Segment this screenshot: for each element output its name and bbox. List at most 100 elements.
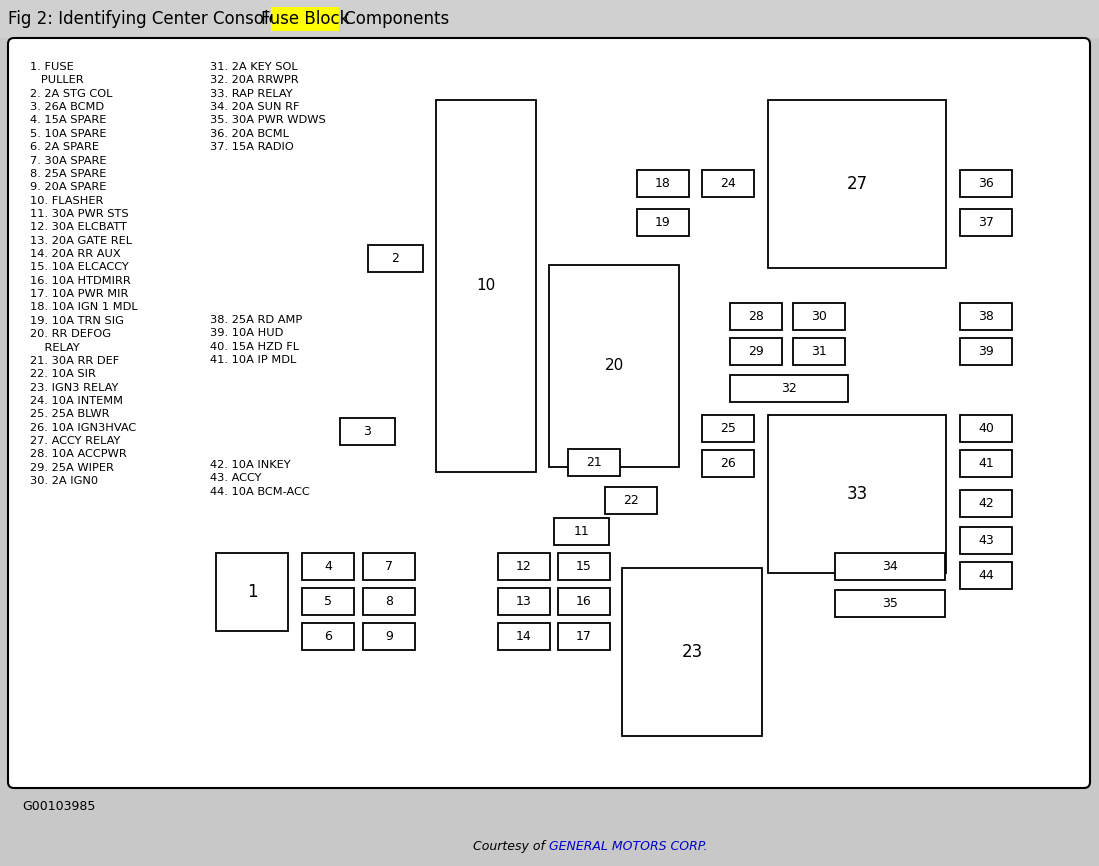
- Bar: [961, 450, 1012, 477]
- Bar: [702, 415, 754, 442]
- Bar: [606, 487, 657, 514]
- Text: 7: 7: [385, 560, 393, 573]
- Text: 33: 33: [846, 485, 867, 503]
- Bar: [558, 623, 610, 650]
- Text: Components: Components: [338, 10, 449, 28]
- Text: Fig 2: Identifying Center Console: Fig 2: Identifying Center Console: [8, 10, 285, 28]
- Text: 28: 28: [748, 310, 764, 323]
- Bar: [961, 209, 1012, 236]
- Bar: [568, 449, 620, 476]
- Bar: [622, 568, 762, 736]
- Text: 11: 11: [574, 525, 589, 538]
- Text: 31. 2A KEY SOL
32. 20A RRWPR
33. RAP RELAY
34. 20A SUN RF
35. 30A PWR WDWS
36. 2: 31. 2A KEY SOL 32. 20A RRWPR 33. RAP REL…: [210, 62, 325, 152]
- Text: 4: 4: [324, 560, 332, 573]
- Bar: [768, 100, 946, 268]
- Text: 30: 30: [811, 310, 826, 323]
- Text: 14: 14: [517, 630, 532, 643]
- Bar: [702, 450, 754, 477]
- Bar: [730, 338, 782, 365]
- Text: 15: 15: [576, 560, 592, 573]
- Bar: [835, 553, 945, 580]
- Bar: [961, 490, 1012, 517]
- Text: 2: 2: [391, 252, 399, 265]
- Text: 27: 27: [846, 175, 867, 193]
- Text: 1. FUSE
   PULLER
2. 2A STG COL
3. 26A BCMD
4. 15A SPARE
5. 10A SPARE
6. 2A SPAR: 1. FUSE PULLER 2. 2A STG COL 3. 26A BCMD…: [30, 62, 137, 486]
- Bar: [302, 553, 354, 580]
- Text: 34: 34: [882, 560, 898, 573]
- Bar: [340, 418, 395, 445]
- Bar: [961, 338, 1012, 365]
- Text: Fuse Block: Fuse Block: [260, 10, 349, 28]
- Text: 6: 6: [324, 630, 332, 643]
- Bar: [637, 209, 689, 236]
- Text: 13: 13: [517, 595, 532, 608]
- Text: 26: 26: [720, 457, 736, 470]
- Text: 9: 9: [385, 630, 393, 643]
- Bar: [0, 0, 1099, 38]
- Text: G00103985: G00103985: [22, 800, 96, 813]
- Bar: [835, 590, 945, 617]
- Bar: [702, 170, 754, 197]
- Text: 5: 5: [324, 595, 332, 608]
- FancyBboxPatch shape: [8, 38, 1090, 788]
- Bar: [550, 265, 679, 467]
- Bar: [498, 623, 550, 650]
- Text: 25: 25: [720, 422, 736, 435]
- Text: 42. 10A INKEY
43. ACCY
44. 10A BCM-ACC: 42. 10A INKEY 43. ACCY 44. 10A BCM-ACC: [210, 460, 310, 497]
- Text: 22: 22: [623, 494, 639, 507]
- Text: 41: 41: [978, 457, 993, 470]
- Bar: [302, 588, 354, 615]
- Text: 42: 42: [978, 497, 993, 510]
- Bar: [558, 588, 610, 615]
- Bar: [730, 303, 782, 330]
- Text: 24: 24: [720, 177, 736, 190]
- Bar: [217, 553, 288, 631]
- Bar: [961, 527, 1012, 554]
- Bar: [363, 623, 415, 650]
- Bar: [558, 553, 610, 580]
- Text: 35: 35: [882, 597, 898, 610]
- Bar: [961, 562, 1012, 589]
- Bar: [793, 338, 845, 365]
- Text: 20: 20: [604, 359, 623, 373]
- Text: 36: 36: [978, 177, 993, 190]
- Bar: [302, 623, 354, 650]
- Text: 31: 31: [811, 345, 826, 358]
- Bar: [730, 375, 848, 402]
- Text: 37: 37: [978, 216, 993, 229]
- Text: 38. 25A RD AMP
39. 10A HUD
40. 15A HZD FL
41. 10A IP MDL: 38. 25A RD AMP 39. 10A HUD 40. 15A HZD F…: [210, 315, 302, 365]
- Text: 23: 23: [681, 643, 702, 661]
- Text: 17: 17: [576, 630, 592, 643]
- Bar: [961, 303, 1012, 330]
- Text: 10: 10: [476, 279, 496, 294]
- Text: Courtesy of: Courtesy of: [474, 840, 550, 853]
- Text: 21: 21: [586, 456, 602, 469]
- Bar: [554, 518, 609, 545]
- Bar: [368, 245, 423, 272]
- Text: 1: 1: [246, 583, 257, 601]
- Bar: [436, 100, 536, 472]
- Bar: [961, 170, 1012, 197]
- Bar: [363, 553, 415, 580]
- Text: 8: 8: [385, 595, 393, 608]
- Text: 3: 3: [364, 425, 371, 438]
- Bar: [271, 7, 338, 31]
- Bar: [768, 415, 946, 573]
- Bar: [498, 588, 550, 615]
- Text: 43: 43: [978, 534, 993, 547]
- Text: 32: 32: [781, 382, 797, 395]
- Bar: [363, 588, 415, 615]
- Bar: [637, 170, 689, 197]
- Text: 19: 19: [655, 216, 670, 229]
- Text: 38: 38: [978, 310, 993, 323]
- Text: 16: 16: [576, 595, 592, 608]
- Bar: [498, 553, 550, 580]
- Text: 40: 40: [978, 422, 993, 435]
- Bar: [961, 415, 1012, 442]
- Text: 18: 18: [655, 177, 670, 190]
- Text: GENERAL MOTORS CORP.: GENERAL MOTORS CORP.: [550, 840, 708, 853]
- Bar: [793, 303, 845, 330]
- Text: 39: 39: [978, 345, 993, 358]
- Text: 12: 12: [517, 560, 532, 573]
- Text: 44: 44: [978, 569, 993, 582]
